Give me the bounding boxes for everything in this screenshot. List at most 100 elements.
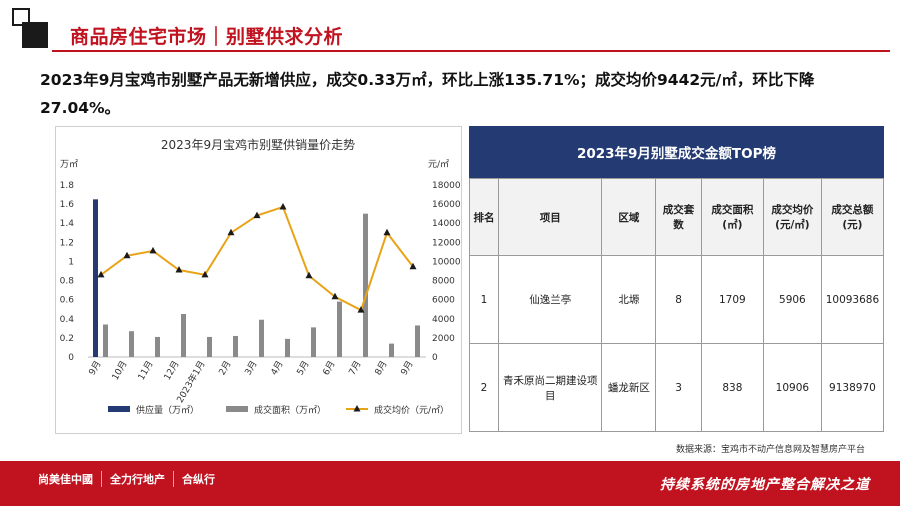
logo-quanlixing: 全力行地产 — [102, 471, 174, 487]
cell-rank: 1 — [469, 255, 499, 344]
price-point — [149, 246, 157, 254]
footer-slogan: 持续系统的房地产整合解决之道 — [660, 477, 870, 493]
logo-shangmeijia: 尚美佳中國 — [30, 471, 102, 487]
column-header-total: 成交总额(元) — [820, 178, 885, 256]
cell-region: 蟠龙新区 — [601, 343, 657, 432]
y-left-tick-label: 0 — [68, 353, 74, 363]
column-header-region: 区域 — [601, 178, 657, 256]
y-left-tick-label: 1.6 — [60, 200, 75, 210]
y-right-tick-label: 6000 — [432, 296, 455, 306]
price-point — [227, 228, 235, 236]
y-left-tick-label: 0.8 — [60, 277, 75, 287]
area-bar — [259, 319, 264, 357]
x-tick-label: 7月 — [347, 359, 364, 377]
y-right-tick-label: 8000 — [432, 277, 455, 287]
area-bar — [181, 314, 186, 357]
y-right-tick-label: 0 — [432, 353, 438, 363]
title-underline — [52, 50, 890, 52]
summary-text: 2023年9月宝鸡市别墅产品无新增供应，成交0.33万㎡，环比上涨135.71%… — [40, 71, 815, 117]
y-right-tick-label: 16000 — [432, 200, 461, 210]
top-sales-table: 排名 项目 区域 成交套数 成交面积(㎡) 成交均价(元/㎡) 成交总额(元) … — [469, 178, 885, 432]
price-point — [409, 262, 417, 270]
cell-project: 青禾原尚二期建设项目 — [497, 343, 603, 432]
x-tick-label: 4月 — [269, 359, 286, 377]
y-right-tick-label: 2000 — [432, 334, 455, 344]
y-right-tick-label: 12000 — [432, 238, 461, 248]
column-header-area: 成交面积(㎡) — [700, 178, 764, 256]
x-tick-label: 8月 — [373, 359, 390, 377]
price-point — [383, 228, 391, 236]
x-tick-label: 10月 — [110, 359, 130, 382]
legend-label-price: 成交均价（元/㎡） — [374, 404, 449, 416]
price-point — [201, 270, 209, 278]
cell-avg-price: 5906 — [762, 255, 822, 344]
y-left-tick-label: 1 — [68, 257, 74, 267]
area-bar — [285, 338, 290, 357]
top-table-panel: 2023年9月别墅成交金额TOP榜 排名 项目 区域 成交套数 成交面积(㎡) … — [469, 126, 885, 432]
y-left-tick-label: 1.8 — [60, 181, 75, 191]
y-left-unit: 万㎡ — [60, 159, 78, 170]
x-tick-label: 9月 — [399, 359, 416, 377]
footer-bar: 尚美佳中國 全力行地产 合纵行 持续系统的房地产整合解决之道 — [0, 461, 900, 506]
area-bar — [363, 213, 368, 357]
cell-units: 8 — [655, 255, 702, 344]
table-row: 1 仙逸兰亭 北塬 8 1709 5906 10093686 — [469, 255, 885, 344]
y-right-unit: 元/㎡ — [428, 159, 449, 170]
cell-total: 10093686 — [820, 255, 885, 344]
area-bar — [103, 324, 108, 357]
y-left-tick-label: 0.4 — [60, 315, 75, 325]
x-tick-label: 9月 — [87, 359, 104, 377]
cell-rank: 2 — [469, 343, 499, 432]
y-left-tick-label: 1.2 — [60, 238, 74, 248]
corner-decoration-solid — [22, 22, 48, 48]
legend-swatch-area — [226, 406, 248, 412]
x-tick-label: 5月 — [295, 359, 312, 377]
table-row: 2 青禾原尚二期建设项目 蟠龙新区 3 838 10906 9138970 — [469, 343, 885, 432]
area-bar — [389, 343, 394, 357]
price-point — [357, 306, 365, 313]
cell-area: 838 — [700, 343, 764, 432]
column-header-rank: 排名 — [469, 178, 499, 256]
price-point — [97, 270, 105, 278]
chart-panel: 2023年9月宝鸡市别墅供销量价走势万㎡ 元/㎡ 0 0.2 0.4 0.6 0.8 1 1.2… — [55, 126, 462, 434]
y-right-tick-label: 10000 — [432, 257, 461, 267]
cell-project: 仙逸兰亭 — [497, 255, 603, 344]
table-header-row: 排名 项目 区域 成交套数 成交面积(㎡) 成交均价(元/㎡) 成交总额(元) — [469, 178, 885, 256]
legend-label-supply: 供应量（万㎡） — [136, 404, 199, 416]
price-point — [331, 292, 339, 300]
column-header-avg-price: 成交均价(元/㎡) — [762, 178, 822, 256]
legend-label-area: 成交面积（万㎡） — [254, 404, 326, 416]
legend-swatch-price-marker — [353, 405, 361, 412]
supply-bar — [93, 199, 98, 357]
y-left-tick-label: 1.4 — [60, 219, 75, 229]
area-bar — [337, 301, 342, 357]
price-point — [305, 271, 313, 279]
cell-avg-price: 10906 — [762, 343, 822, 432]
cell-units: 3 — [655, 343, 702, 432]
price-point — [279, 202, 287, 210]
y-right-tick-label: 4000 — [432, 315, 455, 325]
price-point — [123, 251, 131, 259]
area-bar — [311, 327, 316, 357]
footer-logos: 尚美佳中國 全力行地产 合纵行 — [30, 471, 223, 487]
logo-hezongxing: 合纵行 — [182, 473, 215, 486]
y-left-tick-label: 0.2 — [60, 334, 74, 344]
area-bar — [155, 336, 160, 357]
column-header-units: 成交套数 — [655, 178, 702, 256]
area-bar — [415, 325, 420, 357]
x-tick-label: 2月 — [217, 359, 234, 377]
y-right-tick-label: 18000 — [432, 181, 461, 191]
page-title: 商品房住宅市场｜别墅供求分析 — [70, 26, 344, 48]
legend-swatch-supply — [108, 406, 130, 412]
x-tick-label: 11月 — [136, 359, 156, 382]
cell-total: 9138970 — [820, 343, 885, 432]
area-bar — [207, 336, 212, 357]
area-bar — [233, 335, 238, 357]
y-left-tick-label: 0.6 — [60, 296, 75, 306]
chart-title: 2023年9月宝鸡市别墅供销量价走势 — [161, 137, 355, 152]
area-bar — [129, 331, 134, 357]
y-right-tick-label: 14000 — [432, 219, 461, 229]
price-point — [253, 211, 261, 219]
corner-decoration-outline — [12, 8, 30, 26]
